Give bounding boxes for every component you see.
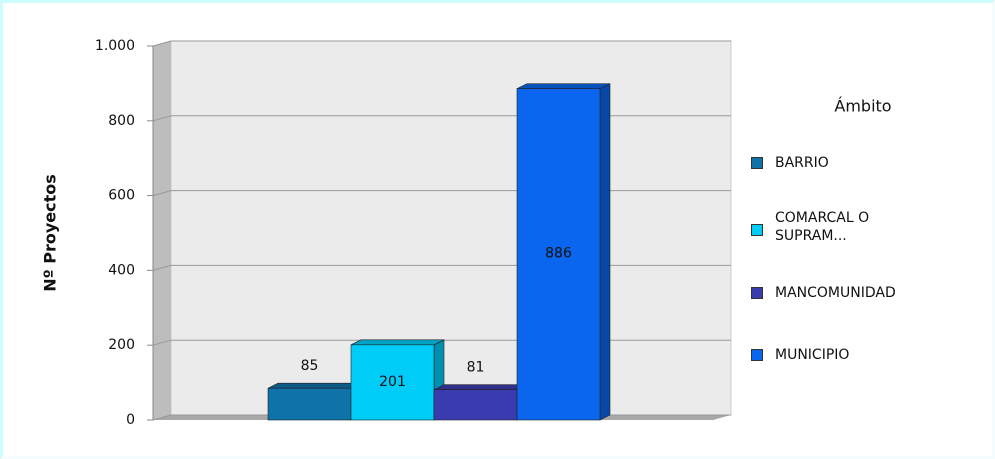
bar-top: [350, 339, 445, 346]
legend-swatch: [751, 287, 763, 299]
legend-swatch: [751, 157, 763, 169]
data-label: 85: [301, 358, 319, 374]
bar-side: [599, 83, 611, 421]
grid-line: [152, 190, 172, 197]
data-label: 886: [545, 246, 572, 262]
y-axis-label: Nº Proyectos: [41, 174, 60, 292]
bar-top: [433, 384, 528, 391]
legend-label: COMARCAL O SUPRAM...: [775, 210, 870, 244]
legend-label: BARRIO: [775, 155, 829, 171]
back-wall: [170, 40, 732, 416]
bar-top: [267, 382, 362, 389]
side-wall: [153, 41, 171, 420]
legend-label: MUNICIPIO: [775, 347, 850, 363]
y-tick-label: 200: [108, 337, 135, 353]
y-tick-label: 800: [108, 113, 135, 129]
y-tick-label: 0: [126, 412, 135, 428]
legend-swatch: [751, 349, 763, 361]
grid-line: [152, 414, 172, 421]
bar: [516, 88, 601, 421]
y-tick-label: 600: [108, 188, 135, 204]
bar: [350, 344, 435, 421]
chart: Nº Proyectos Ámbito 0 200 400 600 800 1.000 85…: [41, 38, 892, 428]
grid-line: [152, 339, 172, 346]
legend-swatch: [751, 224, 763, 236]
grid-line: [152, 264, 172, 271]
y-tick-label: 1.000: [95, 38, 135, 54]
grid-line: [152, 40, 172, 47]
legend-label: MANCOMUNIDAD: [775, 285, 896, 301]
bar: [433, 389, 518, 421]
bar: [267, 387, 352, 421]
data-label: 81: [467, 360, 485, 376]
bar-top: [516, 83, 611, 89]
y-tick-label: 400: [108, 262, 135, 278]
legend-title: Ámbito: [834, 97, 891, 116]
grid-line: [152, 115, 172, 122]
data-label: 201: [379, 374, 406, 390]
